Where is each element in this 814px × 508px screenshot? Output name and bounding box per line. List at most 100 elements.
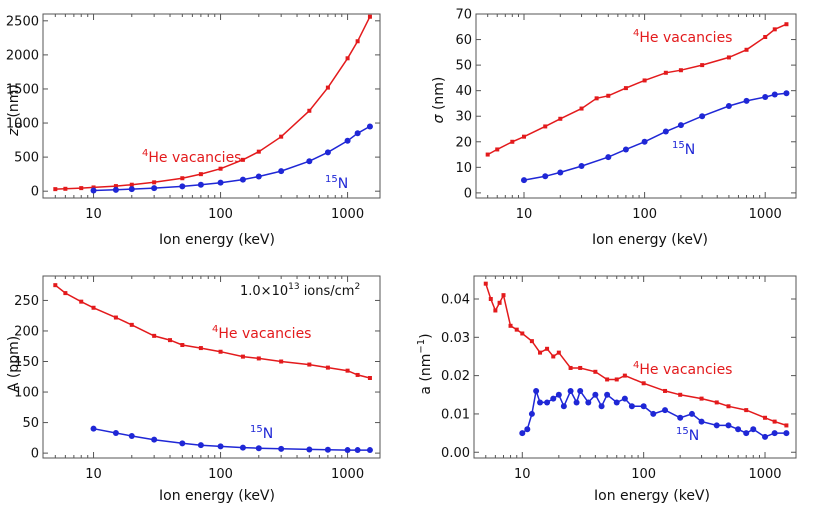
data-point [593,369,598,374]
y-tick-label: 50 [455,59,472,74]
data-point [152,333,157,338]
annotation-n15-sup: 15 [325,174,338,185]
data-point [543,124,548,129]
data-point [520,177,527,184]
data-point [256,356,261,361]
annotation-he-sup: 4 [212,324,218,335]
data-point [622,146,629,153]
data-point [771,91,778,98]
data-point [699,113,706,120]
x-axis-title: Ion energy (keV) [159,232,275,248]
data-point [91,185,96,190]
y-axis-title: a (nm−1) [416,333,434,394]
y-axis-title: z0 (nm) [6,84,25,137]
data-point [91,305,96,310]
data-point [497,300,502,305]
y-tick-label: 0 [31,185,39,200]
data-point [573,399,580,406]
series-line-red [485,283,787,427]
annotation-he-sup: 4 [633,360,639,371]
annotation-he-vacancies: 4He vacancies [633,360,732,378]
x-tick-label: 1000 [748,467,781,482]
y-axis-title-rest: (ppm) [6,336,22,383]
data-point [256,149,261,154]
data-point [306,446,313,453]
plot-frame [42,13,381,199]
data-point [488,296,493,301]
data-point [344,137,351,144]
data-point [366,447,373,454]
y-tick-label: 500 [14,151,39,166]
data-point [180,343,185,348]
data-point [545,346,550,351]
data-point [641,381,646,386]
data-point [240,157,245,162]
y-tick-label: 20 [455,135,472,150]
data-point [677,414,684,421]
data-point [763,415,768,420]
data-point [604,391,611,398]
x-tick-label: 100 [631,467,656,482]
data-point [324,446,331,453]
data-point [112,186,119,193]
data-point [367,375,372,380]
annotation-n15: 15N [250,424,273,442]
data-point [538,350,543,355]
data-point [112,429,119,436]
data-point [367,14,372,19]
data-point [579,106,584,111]
data-point [113,315,118,320]
data-point [255,173,262,180]
data-point [726,404,731,409]
data-point [198,172,203,177]
data-point [79,299,84,304]
x-axis-title: Ion energy (keV) [159,488,275,504]
data-point [763,35,768,39]
data-point [677,122,684,129]
y-tick-label: 0.00 [441,446,470,461]
x-tick-label: 100 [208,207,233,222]
data-point [533,387,540,394]
data-point [366,123,373,130]
annotation-n15-sup: 15 [672,140,685,151]
annotation-n15-text: N [689,428,699,444]
annotation-he-vacancies: 4He vacancies [633,28,732,46]
data-point [713,422,720,429]
data-point [550,395,557,402]
data-point [151,185,158,192]
data-point [551,354,556,359]
data-point [325,365,330,370]
y-tick-label: 0.04 [441,292,470,307]
y-axis-title-rest: (nm) [6,84,22,122]
data-point [567,387,574,394]
fluence-label: 1.0×1013 ions/cm2 [240,282,360,299]
y-tick-label: 1500 [6,82,39,97]
y-tick-label: 0.02 [441,369,470,384]
data-point [783,430,790,437]
data-point [725,422,732,429]
data-point [613,399,620,406]
data-point [537,399,544,406]
data-point [592,391,599,398]
data-point [726,55,731,60]
data-point [239,444,246,451]
data-point [197,442,204,449]
fluence-unit: ions/cm [300,284,355,299]
data-point [744,47,749,52]
fluence-exp: 13 [288,282,299,292]
annotation-he-text: He vacancies [148,150,241,166]
annotation-he-vacancies: 4He vacancies [142,148,241,166]
y-tick-label: 60 [455,33,472,48]
data-point [345,56,350,61]
y-axis-title-rest: (nm) [431,77,447,115]
data-point [307,108,312,113]
data-point [63,186,68,191]
data-point [218,166,223,171]
data-point [278,445,285,452]
data-point [560,403,567,410]
data-point [495,147,500,152]
data-point [578,163,585,170]
data-point [663,70,668,75]
data-point [129,322,134,327]
y-tick-label: 10 [455,161,472,176]
